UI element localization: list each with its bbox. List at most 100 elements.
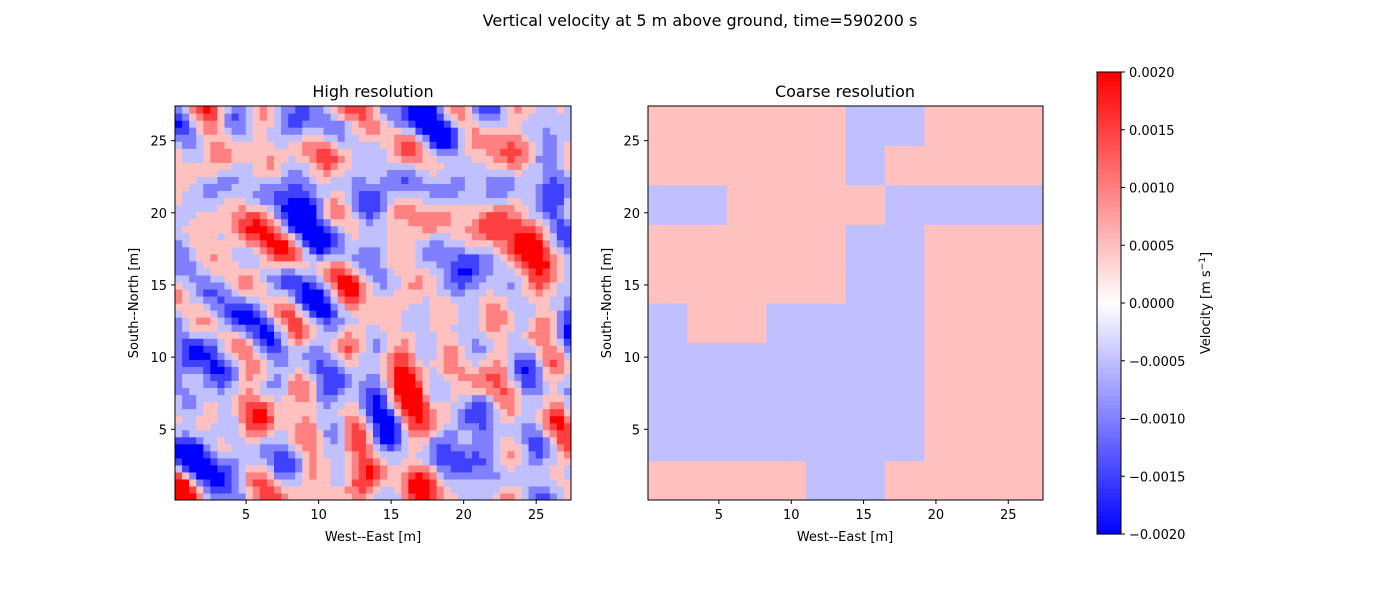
high-res-cell [274, 457, 282, 466]
high-res-cell [358, 380, 367, 389]
high-res-cell [358, 387, 367, 396]
high-res-cell [238, 387, 247, 396]
high-res-cell [422, 478, 431, 487]
high-res-cell [436, 204, 445, 213]
high-res-cell [507, 317, 516, 325]
high-res-cell [507, 239, 516, 248]
high-res-cell [542, 218, 551, 227]
high-res-cell [443, 281, 452, 290]
high-res-cell [203, 134, 211, 142]
high-res-cell [493, 183, 501, 192]
high-res-cell [549, 394, 558, 403]
high-res-cell [479, 127, 487, 135]
high-res-cell [281, 260, 289, 269]
high-res-cell [231, 176, 240, 184]
high-res-cell [259, 443, 268, 452]
high-res-cell [245, 239, 254, 248]
high-res-cell [302, 345, 310, 353]
high-res-cell [217, 246, 226, 255]
high-res-cell [486, 366, 494, 374]
high-res-cell [415, 310, 424, 318]
high-res-cell [415, 457, 424, 466]
high-res-cell [415, 239, 424, 248]
high-res-cell [479, 120, 487, 128]
high-res-cell [259, 106, 268, 114]
high-res-cell [351, 338, 360, 346]
high-res-cell [295, 443, 303, 452]
high-res-cell [175, 246, 183, 255]
high-res-cell [422, 317, 431, 325]
high-res-cell [542, 274, 551, 283]
high-res-cell [514, 492, 523, 500]
high-res-cell [429, 274, 438, 283]
high-res-cell [224, 436, 233, 445]
high-res-cell [231, 169, 240, 177]
high-res-cell [358, 331, 367, 339]
high-res-cell [203, 485, 211, 494]
coarse-res-cell [766, 263, 807, 304]
high-res-cell [387, 162, 395, 170]
colorbar-band [1097, 446, 1121, 452]
high-res-cell [309, 401, 318, 410]
high-res-cell [281, 303, 289, 311]
high-res-cell [210, 295, 219, 304]
high-res-cell [408, 324, 417, 332]
high-ytick-label: 20 [150, 207, 167, 222]
high-res-cell [443, 141, 452, 149]
high-res-cell [500, 232, 508, 241]
high-res-cell [380, 253, 388, 262]
high-res-cell [337, 485, 346, 494]
high-res-cell [245, 464, 254, 473]
high-res-cell [521, 471, 530, 480]
high-res-cell [302, 464, 310, 473]
high-res-cell [217, 204, 226, 213]
high-res-cell [302, 443, 310, 452]
high-res-cell [175, 267, 183, 276]
high-res-cell [224, 204, 233, 213]
high-res-cell [528, 162, 537, 170]
high-res-cell [472, 317, 480, 325]
high-res-cell [457, 120, 466, 128]
high-res-cell [281, 253, 289, 262]
high-res-cell [274, 338, 282, 346]
high-res-cell [436, 492, 445, 500]
high-res-cell [493, 106, 501, 114]
high-res-cell [217, 331, 226, 339]
high-res-cell [486, 176, 494, 184]
high-res-cell [252, 246, 261, 255]
high-res-cell [252, 155, 261, 163]
high-res-cell [259, 176, 268, 184]
high-res-cell [387, 345, 395, 353]
high-res-cell [238, 359, 247, 367]
high-res-cell [563, 169, 571, 177]
high-res-cell [288, 260, 296, 269]
high-res-cell [472, 239, 480, 248]
high-res-cell [175, 211, 183, 220]
colorbar-band [1097, 192, 1121, 198]
high-res-cell [351, 373, 360, 381]
high-res-cell [238, 246, 247, 255]
high-res-cell [302, 408, 310, 417]
high-res-cell [436, 485, 445, 494]
high-res-cell [408, 352, 417, 360]
high-res-cell [344, 394, 353, 403]
high-res-cell [330, 492, 339, 500]
high-res-cell [295, 303, 303, 311]
high-res-cell [429, 310, 438, 318]
high-res-cell [281, 443, 289, 452]
high-res-cell [563, 295, 571, 304]
high-res-cell [323, 267, 332, 276]
high-res-cell [479, 197, 487, 206]
high-res-cell [302, 274, 310, 283]
high-res-cell [288, 394, 296, 403]
high-res-cell [295, 408, 303, 417]
high-res-cell [479, 422, 487, 431]
high-res-cell [259, 429, 268, 438]
high-res-cell [450, 457, 459, 466]
colorbar-band [1097, 145, 1121, 152]
high-res-cell [387, 120, 395, 128]
high-res-cell [238, 366, 247, 374]
high-res-cell [245, 183, 254, 192]
coarse-res-cell [727, 184, 768, 225]
field-high-resolution [175, 106, 571, 500]
